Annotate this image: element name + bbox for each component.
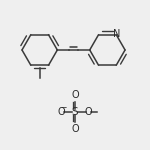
Text: O: O [58, 107, 66, 117]
Text: O: O [84, 107, 92, 117]
Text: N: N [113, 29, 121, 39]
Text: O: O [71, 124, 79, 134]
Text: −: − [60, 103, 66, 112]
Text: S: S [72, 107, 78, 117]
Text: O: O [71, 90, 79, 100]
